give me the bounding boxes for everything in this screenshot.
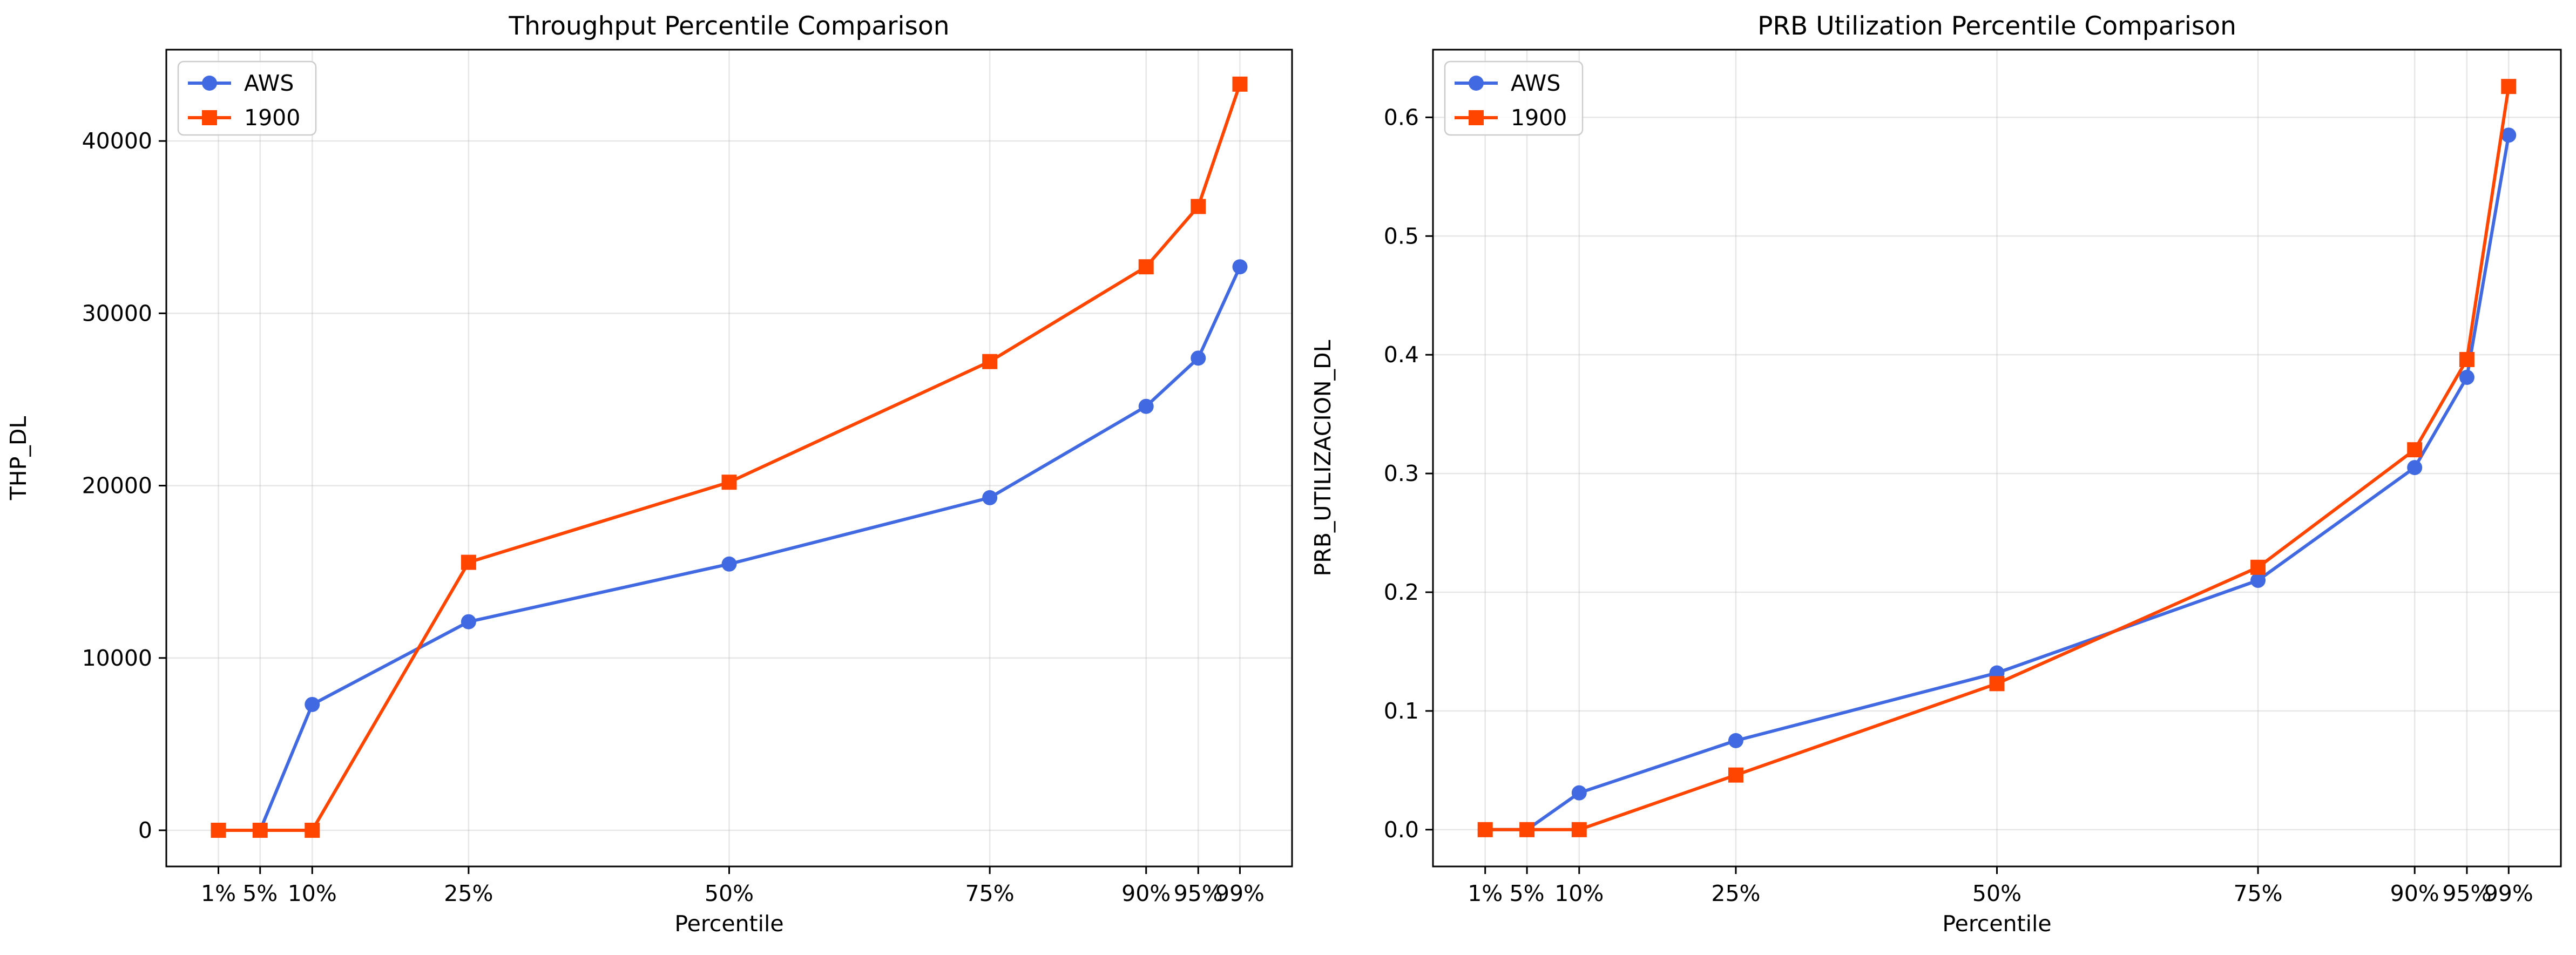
x-tick-label: 1% [201, 881, 236, 906]
data-point-aws [461, 614, 476, 629]
y-tick-label: 0.2 [1384, 579, 1419, 605]
data-point-1900 [1989, 676, 2005, 692]
y-tick-label: 30000 [82, 300, 152, 326]
data-point-1900 [2407, 442, 2423, 458]
legend: AWS 1900 [177, 60, 317, 136]
legend-label: AWS [1511, 70, 1560, 96]
x-tick-label: 10% [288, 881, 337, 906]
data-point-1900 [982, 354, 998, 369]
data-point-aws [1571, 785, 1587, 801]
y-tick-label: 0.4 [1384, 342, 1419, 368]
y-tick-label: 0.0 [1384, 817, 1419, 843]
data-point-1900 [211, 822, 226, 838]
legend-label: AWS [244, 70, 294, 96]
x-tick-label: 25% [444, 881, 493, 906]
data-point-1900 [2250, 559, 2266, 575]
data-point-aws [2501, 127, 2517, 143]
x-tick-label: 75% [965, 881, 1015, 906]
data-point-aws [305, 696, 320, 712]
data-point-1900 [1728, 767, 1743, 783]
y-axis-label: PRB_UTILIZACION_DL [1310, 340, 1336, 576]
legend-marker [1469, 110, 1484, 125]
y-tick-label: 0 [138, 817, 152, 843]
x-tick-label: 90% [1121, 881, 1171, 906]
legend-label: 1900 [244, 105, 300, 131]
data-point-1900 [305, 822, 320, 838]
data-point-aws [1191, 350, 1206, 366]
data-point-aws [2459, 369, 2474, 385]
y-tick-label: 10000 [82, 645, 152, 671]
legend-marker [202, 110, 217, 125]
x-tick-label: 95% [2442, 881, 2491, 906]
y-tick-label: 0.1 [1384, 698, 1419, 724]
x-tick-label: 1% [1468, 881, 1503, 906]
data-point-aws [2407, 460, 2423, 476]
legend-label: 1900 [1511, 105, 1567, 131]
y-tick-label: 40000 [82, 128, 152, 154]
x-tick-label: 99% [1215, 881, 1265, 906]
x-axis-label: Percentile [674, 911, 783, 937]
data-point-1900 [1477, 822, 1493, 837]
x-tick-label: 99% [2484, 881, 2533, 906]
data-point-1900 [1571, 822, 1587, 837]
data-point-aws [721, 556, 737, 572]
data-point-1900 [252, 822, 268, 838]
data-point-aws [1728, 733, 1743, 748]
x-tick-label: 5% [1510, 881, 1545, 906]
data-point-1900 [1232, 76, 1248, 92]
chart-panel-1: 1% 5% 10% 25% 50% 75% 90% 95%99% 0 10000 20000 3000… [5, 11, 1293, 937]
x-tick-label: 90% [2390, 881, 2439, 906]
data-point-1900 [721, 475, 737, 490]
x-axis-label: Percentile [1942, 911, 2051, 937]
y-tick-label: 0.6 [1384, 104, 1419, 130]
legend-marker [202, 76, 217, 91]
y-axis-label: THP_DL [5, 416, 31, 501]
legend-marker [1469, 76, 1484, 91]
x-tick-label: 25% [1711, 881, 1760, 906]
data-point-1900 [2459, 351, 2474, 367]
y-tick-label: 20000 [82, 473, 152, 499]
data-point-aws [982, 490, 998, 505]
data-point-1900 [1191, 199, 1206, 214]
data-point-1900 [2501, 79, 2517, 94]
x-tick-label: 10% [1554, 881, 1604, 906]
chart-panel-2: 1% 5% 10% 25% 50% 75% 90% 95%99% 0.0 0.1 0.2 0.3 0.4… [1310, 11, 2562, 937]
data-point-1900 [461, 554, 476, 570]
x-tick-label: 50% [1972, 881, 2021, 906]
legend: AWS 1900 [1444, 60, 1584, 136]
chart-title: Throughput Percentile Comparison [508, 11, 949, 41]
x-tick-label: 75% [2233, 881, 2282, 906]
x-tick-label: 95% [1174, 881, 1223, 906]
chart-title: PRB Utilization Percentile Comparison [1757, 11, 2236, 41]
x-tick-label: 50% [705, 881, 754, 906]
data-point-1900 [1519, 822, 1535, 837]
data-point-1900 [1138, 259, 1154, 275]
data-point-aws [2250, 573, 2266, 588]
data-point-aws [1232, 259, 1248, 275]
x-tick-label: 5% [242, 881, 278, 906]
y-tick-label: 0.5 [1384, 223, 1419, 249]
data-point-aws [1138, 398, 1154, 414]
y-tick-label: 0.3 [1384, 460, 1419, 486]
